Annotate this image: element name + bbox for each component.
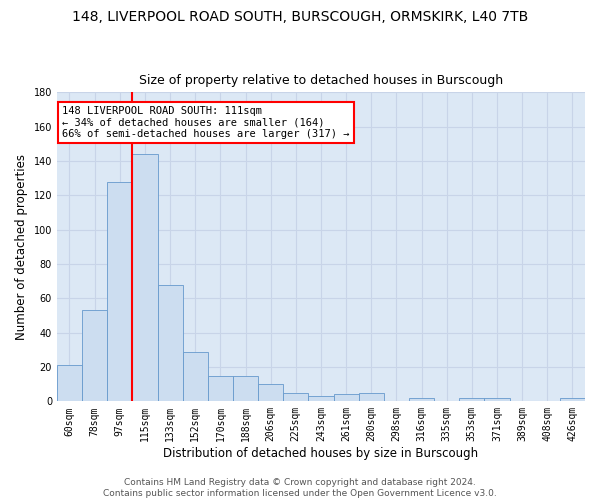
Title: Size of property relative to detached houses in Burscough: Size of property relative to detached ho… [139, 74, 503, 87]
Bar [484, 398, 509, 402]
Bar [560, 398, 585, 402]
X-axis label: Distribution of detached houses by size in Burscough: Distribution of detached houses by size … [163, 447, 479, 460]
Bar [308, 396, 334, 402]
Bar [133, 154, 158, 402]
Bar [82, 310, 107, 402]
Bar [258, 384, 283, 402]
Bar [208, 376, 233, 402]
Bar [283, 393, 308, 402]
Bar [334, 394, 359, 402]
Y-axis label: Number of detached properties: Number of detached properties [15, 154, 28, 340]
Bar [182, 352, 208, 402]
Bar [107, 182, 133, 402]
Text: 148, LIVERPOOL ROAD SOUTH, BURSCOUGH, ORMSKIRK, L40 7TB: 148, LIVERPOOL ROAD SOUTH, BURSCOUGH, OR… [72, 10, 528, 24]
Text: Contains HM Land Registry data © Crown copyright and database right 2024.
Contai: Contains HM Land Registry data © Crown c… [103, 478, 497, 498]
Bar [409, 398, 434, 402]
Bar [459, 398, 484, 402]
Bar [158, 284, 182, 402]
Text: 148 LIVERPOOL ROAD SOUTH: 111sqm
← 34% of detached houses are smaller (164)
66% : 148 LIVERPOOL ROAD SOUTH: 111sqm ← 34% o… [62, 106, 349, 140]
Bar [57, 366, 82, 402]
Bar [359, 393, 384, 402]
Bar [233, 376, 258, 402]
